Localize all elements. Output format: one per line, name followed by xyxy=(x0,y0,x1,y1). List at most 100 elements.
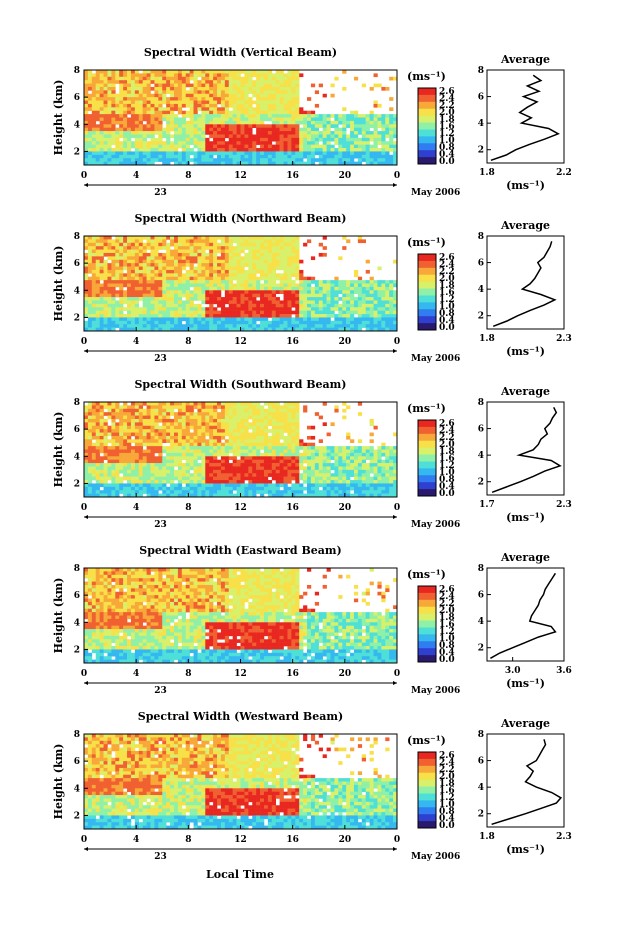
heatmap-cell xyxy=(362,314,366,318)
heatmap-cell xyxy=(186,77,190,81)
heatmap-cell xyxy=(197,239,201,243)
heatmap-cell xyxy=(170,90,174,94)
heatmap-cell xyxy=(287,107,291,111)
heatmap-cell xyxy=(119,487,123,491)
heatmap-cell xyxy=(217,422,221,426)
heatmap-cell xyxy=(96,297,100,301)
heatmap-cell xyxy=(123,101,127,105)
heatmap-cell xyxy=(151,402,155,406)
heatmap-cell xyxy=(104,477,108,481)
heatmap-cell xyxy=(287,256,291,260)
heatmap-cell xyxy=(170,145,174,149)
heatmap-cell xyxy=(221,409,225,413)
heatmap-cell xyxy=(201,473,205,477)
heatmap-cell xyxy=(158,118,162,122)
heatmap-cell xyxy=(104,128,108,132)
heatmap-cell xyxy=(127,439,131,443)
heatmap-cell xyxy=(84,270,88,274)
heatmap-cell xyxy=(260,131,264,135)
heatmap-cell xyxy=(170,297,174,301)
heatmap-cell xyxy=(182,402,186,406)
heatmap-cell xyxy=(295,321,299,325)
heatmap-cell xyxy=(209,443,213,447)
heatmap-cell xyxy=(115,446,119,450)
heatmap-cell xyxy=(221,134,225,138)
heatmap-cell xyxy=(213,419,217,423)
heatmap-cell xyxy=(303,151,307,155)
heatmap-cell xyxy=(264,151,268,155)
heatmap-cell xyxy=(158,155,162,159)
heatmap-cell xyxy=(197,73,201,77)
heatmap-cell xyxy=(377,317,381,321)
heatmap-cell xyxy=(158,239,162,243)
heatmap-cell xyxy=(264,128,268,132)
heatmap-cell xyxy=(233,321,237,325)
heatmap-cell xyxy=(295,270,299,274)
heatmap-cell xyxy=(260,107,264,111)
heatmap-cell xyxy=(111,490,115,494)
heatmap-cell xyxy=(100,290,104,294)
heatmap-cell xyxy=(92,433,96,437)
heatmap-cell xyxy=(350,111,354,115)
heatmap-cell xyxy=(135,409,139,413)
heatmap-cell xyxy=(260,294,264,298)
heatmap-cell xyxy=(119,439,123,443)
heatmap-cell xyxy=(170,121,174,125)
heatmap-cell xyxy=(190,439,194,443)
heatmap-cell xyxy=(151,239,155,243)
heatmap-cell xyxy=(221,124,225,128)
heatmap-cell xyxy=(170,466,174,470)
heatmap-cell xyxy=(225,297,229,301)
heatmap-cell xyxy=(284,128,288,132)
heatmap-cell xyxy=(225,256,229,260)
heatmap-cell xyxy=(358,239,362,243)
heatmap-cell xyxy=(350,294,354,298)
heatmap-cell xyxy=(170,84,174,88)
heatmap-cell xyxy=(158,94,162,98)
heatmap-cell xyxy=(237,280,241,284)
heatmap-cell xyxy=(268,263,272,267)
heatmap-cell xyxy=(209,487,213,491)
heatmap-cell xyxy=(366,324,370,328)
heatmap-cell xyxy=(123,321,127,325)
heatmap-cell xyxy=(158,246,162,250)
heatmap-cell xyxy=(241,453,245,457)
heatmap-cell xyxy=(178,419,182,423)
heatmap-cell xyxy=(233,155,237,159)
heatmap-cell xyxy=(287,121,291,125)
heatmap-cell xyxy=(338,317,342,321)
heatmap-cell xyxy=(315,151,319,155)
heatmap-cell xyxy=(342,236,346,240)
heatmap-cell xyxy=(190,138,194,142)
heatmap-cell xyxy=(107,300,111,304)
heatmap-cell xyxy=(190,114,194,118)
heatmap-cell xyxy=(323,151,327,155)
heatmap-cell xyxy=(217,466,221,470)
heatmap-cell xyxy=(213,277,217,281)
heatmap-cell xyxy=(244,97,248,101)
heatmap-cell xyxy=(358,151,362,155)
heatmap-cell xyxy=(131,317,135,321)
heatmap-cell xyxy=(115,97,119,101)
heatmap-cell xyxy=(213,101,217,105)
heatmap-cell xyxy=(389,124,393,128)
heatmap-cell xyxy=(104,114,108,118)
heatmap-cell xyxy=(229,97,233,101)
heatmap-cell xyxy=(119,111,123,115)
heatmap-cell xyxy=(201,128,205,132)
heatmap-cell xyxy=(342,311,346,315)
heatmap-cell xyxy=(377,321,381,325)
heatmap-cell xyxy=(338,114,342,118)
heatmap-cell xyxy=(244,145,248,149)
heatmap-cell xyxy=(107,155,111,159)
heatmap-cell xyxy=(170,324,174,328)
heatmap-cell xyxy=(311,121,315,125)
heatmap-cell xyxy=(147,460,151,464)
heatmap-cell xyxy=(209,270,213,274)
heatmap-cell xyxy=(311,304,315,308)
heatmap-cell xyxy=(323,236,327,240)
heatmap-cell xyxy=(104,270,108,274)
heatmap-cell xyxy=(115,294,119,298)
heatmap-cell xyxy=(362,84,366,88)
colorbar-swatch xyxy=(418,129,436,136)
